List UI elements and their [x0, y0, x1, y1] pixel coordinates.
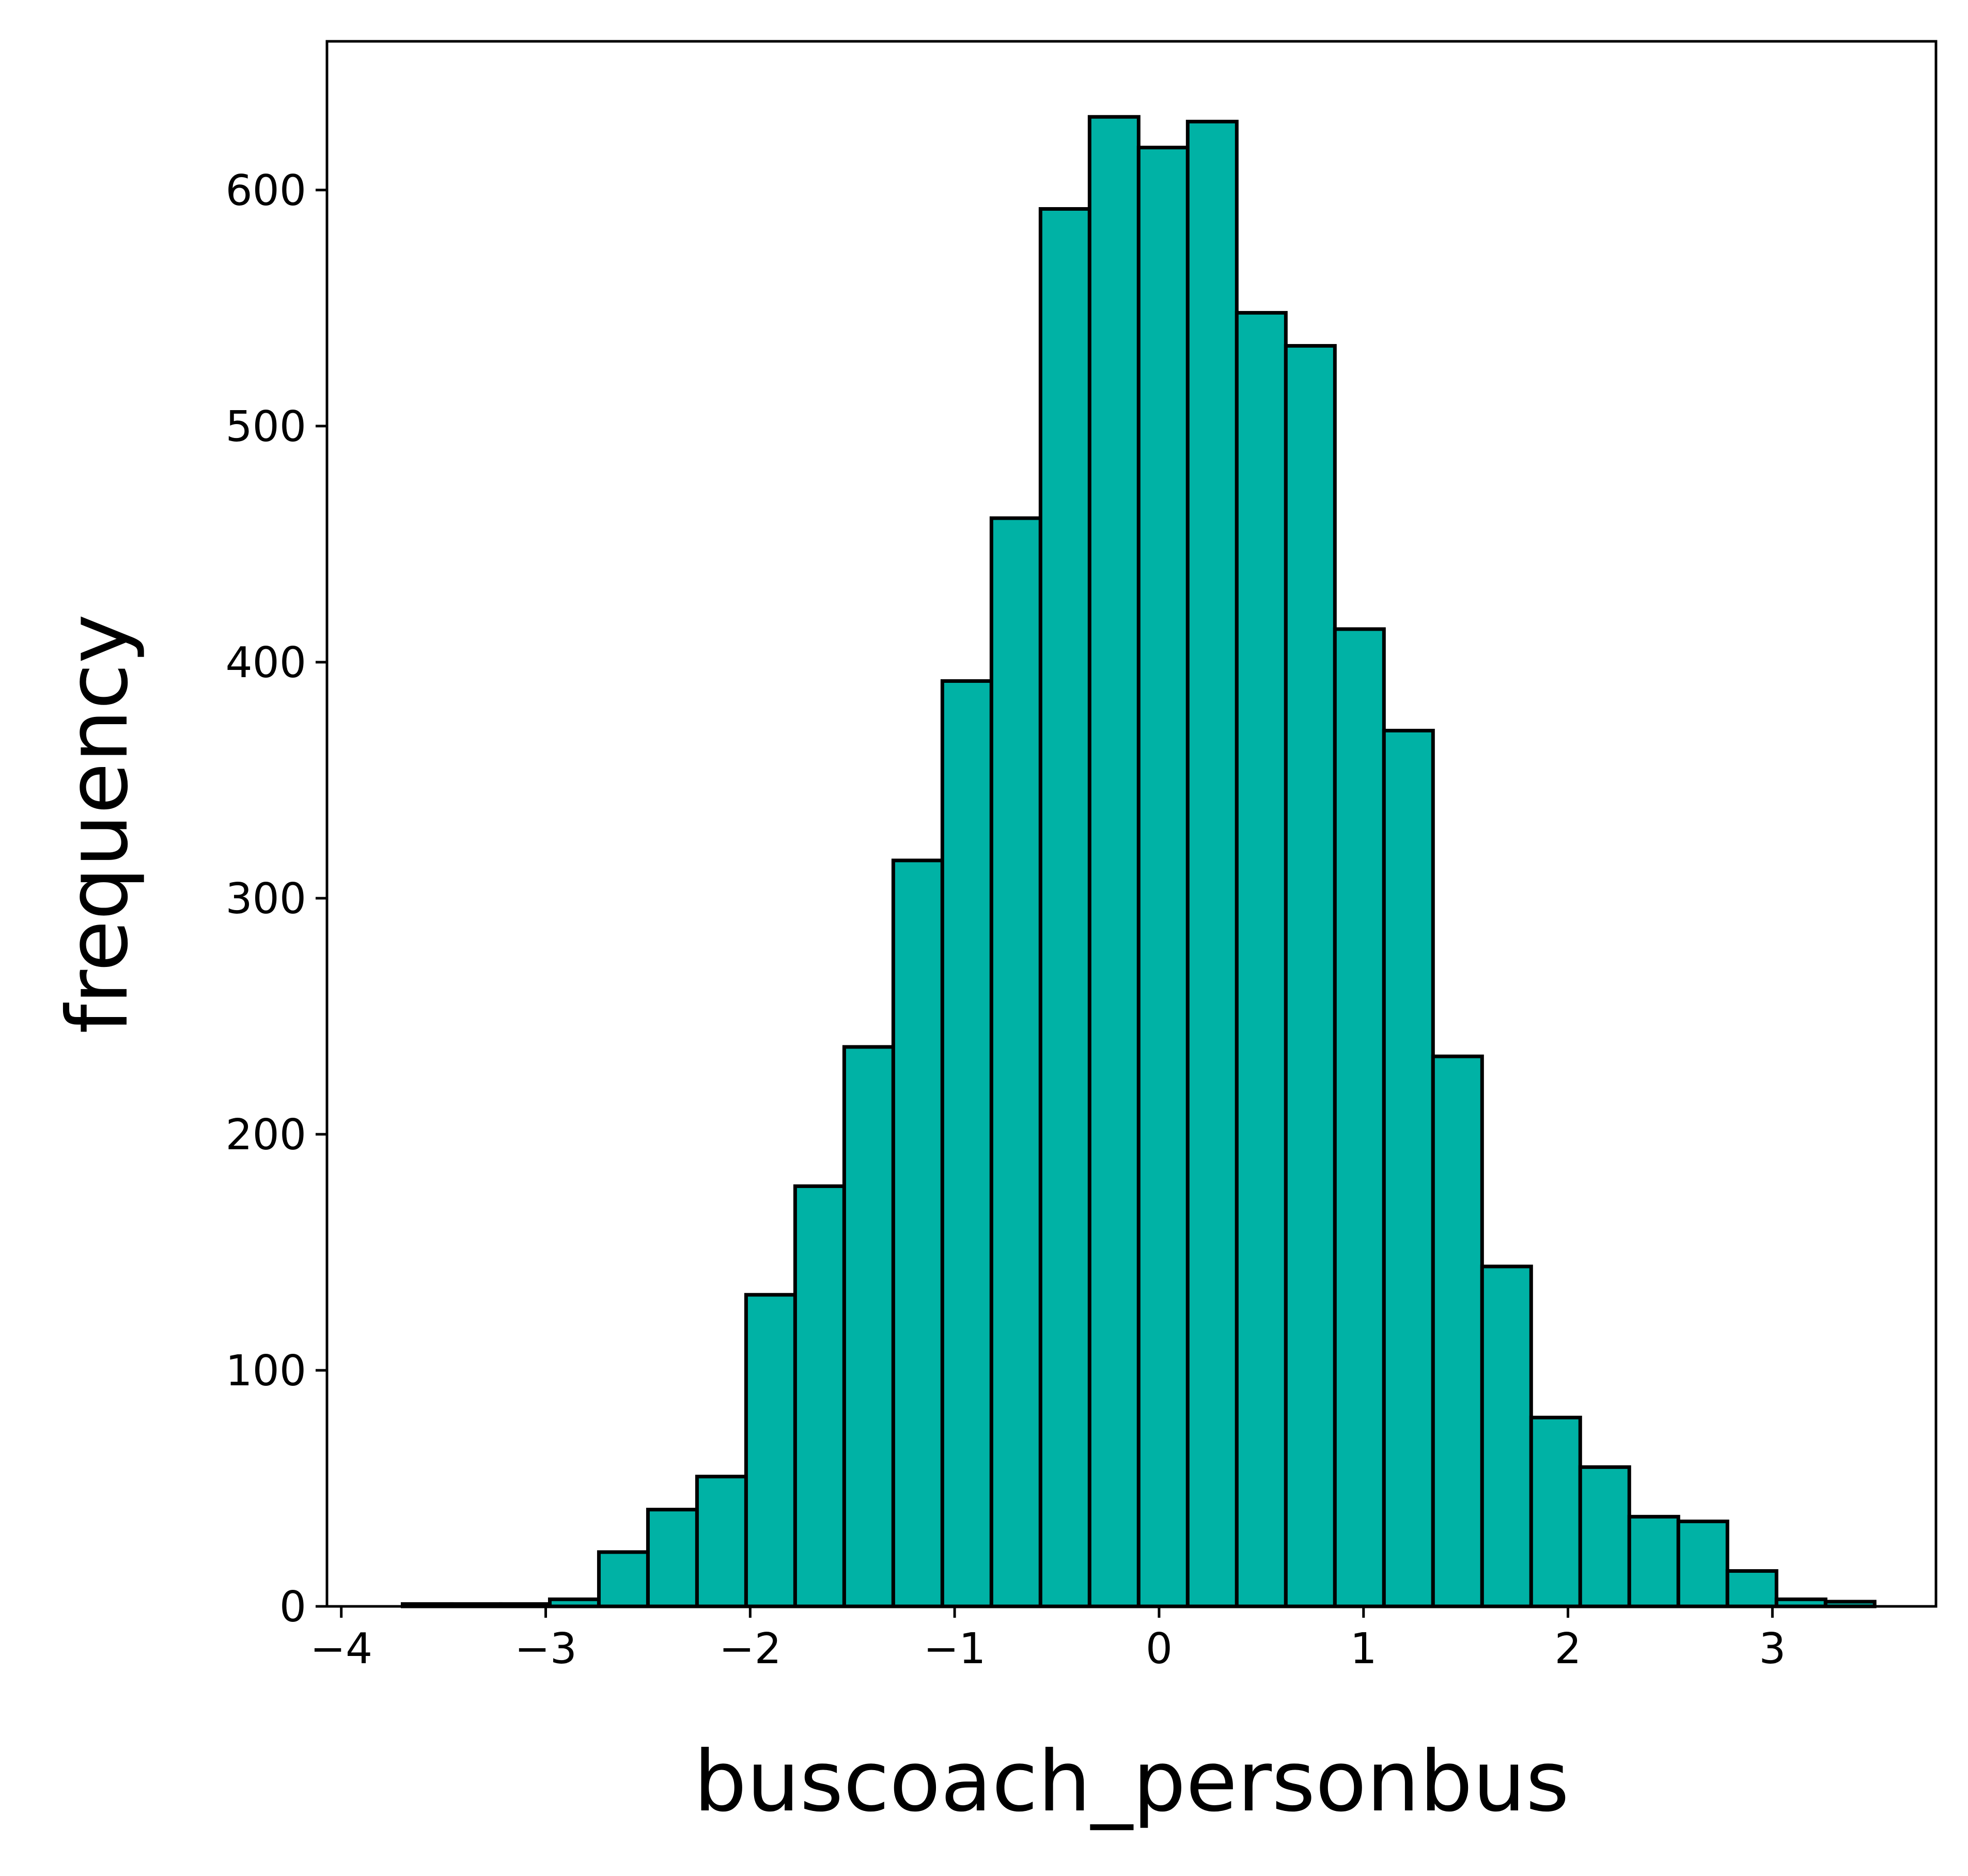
- histogram-bar: [891, 858, 944, 1608]
- y-tick-label: 600: [225, 166, 306, 215]
- x-tick-label: 3: [1759, 1624, 1786, 1674]
- y-tick-label: 400: [225, 638, 306, 687]
- y-axis-ticks: 0 100 200 300 400 500 600: [225, 166, 327, 1632]
- histogram-bar: [1284, 344, 1337, 1608]
- x-tick-label: 1: [1350, 1624, 1377, 1674]
- y-tick-label: 200: [225, 1111, 306, 1160]
- x-tick-label: 2: [1554, 1624, 1581, 1674]
- histogram-bar: [1480, 1264, 1533, 1608]
- histogram-bar: [1676, 1519, 1729, 1608]
- y-axis-label: frequency: [50, 614, 147, 1034]
- histogram-bar: [1529, 1415, 1582, 1608]
- histogram-bar: [793, 1184, 846, 1608]
- y-tick-label: 100: [225, 1347, 306, 1396]
- x-axis-ticks: −4 −3 −2 −1 0 1 2 3: [310, 1606, 1786, 1674]
- histogram-bar: [1725, 1569, 1778, 1608]
- histogram-bar: [1235, 311, 1288, 1608]
- histogram-bar: [1431, 1054, 1484, 1608]
- histogram-bar: [695, 1475, 748, 1608]
- y-tick-label: 500: [225, 402, 306, 451]
- histogram-bar: [1333, 627, 1386, 1608]
- y-tick-label: 0: [279, 1583, 306, 1632]
- x-tick-label: −4: [310, 1624, 372, 1674]
- plot-frame: [325, 40, 1938, 1608]
- y-tick-label: 300: [225, 874, 306, 924]
- histogram-bar: [842, 1045, 895, 1608]
- histogram-bar: [1578, 1465, 1631, 1608]
- histogram-bar: [646, 1508, 699, 1608]
- histogram-bar: [940, 679, 993, 1608]
- histogram-bar: [989, 516, 1042, 1608]
- x-tick-label: −3: [514, 1624, 577, 1674]
- x-tick-label: −2: [719, 1624, 782, 1674]
- histogram-bar: [1136, 146, 1190, 1608]
- histogram-bar: [744, 1293, 797, 1608]
- histogram-bar: [1038, 207, 1091, 1608]
- histogram-bar: [1185, 119, 1239, 1608]
- x-tick-label: 0: [1146, 1624, 1173, 1674]
- x-axis-label: buscoach_personbus: [694, 1733, 1569, 1831]
- bars-group: [400, 115, 1877, 1608]
- x-tick-label: −1: [924, 1624, 986, 1674]
- histogram-bar: [1627, 1514, 1680, 1608]
- histogram-bar: [1382, 728, 1435, 1608]
- histogram-bar: [597, 1550, 650, 1608]
- histogram-bar: [1087, 115, 1141, 1608]
